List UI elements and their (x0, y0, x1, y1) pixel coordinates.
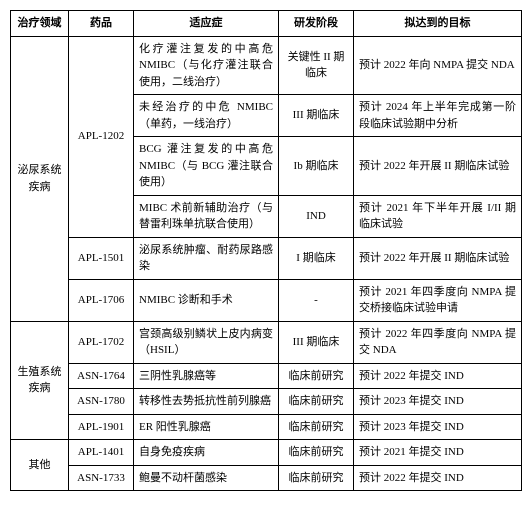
table-row: ASN-1780转移性去势抵抗性前列腺癌临床前研究预计 2023 年提交 IND (11, 389, 522, 415)
table-body: 泌尿系统疾病APL-1202化疗灌注复发的中高危 NMIBC（与化疗灌注联合使用… (11, 36, 522, 491)
cell-stage: 临床前研究 (279, 440, 354, 466)
cell-target: 预计 2021 年四季度向 NMPA 提交桥接临床试验申请 (354, 279, 522, 321)
header-target: 拟达到的目标 (354, 11, 522, 37)
cell-indication: 未经治疗的中危 NMIBC（单药，一线治疗） (134, 95, 279, 137)
cell-target: 预计 2024 年上半年完成第一阶段临床试验期中分析 (354, 95, 522, 137)
cell-stage: III 期临床 (279, 95, 354, 137)
table-row: ASN-1764三阴性乳腺癌等临床前研究预计 2022 年提交 IND (11, 363, 522, 389)
header-drug: 药品 (69, 11, 134, 37)
table-row: APL-1501泌尿系统肿瘤、耐药尿路感染I 期临床预计 2022 年开展 II… (11, 237, 522, 279)
table-row: 其他APL-1401自身免疫疾病临床前研究预计 2021 年提交 IND (11, 440, 522, 466)
cell-stage: Ib 期临床 (279, 137, 354, 196)
table-row: APL-1901ER 阳性乳腺癌临床前研究预计 2023 年提交 IND (11, 414, 522, 440)
cell-drug: APL-1901 (69, 414, 134, 440)
cell-drug: APL-1202 (69, 36, 134, 237)
cell-domain: 生殖系统疾病 (11, 321, 69, 440)
header-indication: 适应症 (134, 11, 279, 37)
cell-drug: APL-1702 (69, 321, 134, 363)
cell-target: 预计 2023 年提交 IND (354, 414, 522, 440)
cell-stage: - (279, 279, 354, 321)
cell-stage: 临床前研究 (279, 389, 354, 415)
cell-indication: 转移性去势抵抗性前列腺癌 (134, 389, 279, 415)
cell-domain: 泌尿系统疾病 (11, 36, 69, 321)
table-row: 生殖系统疾病APL-1702宫颈高级别鳞状上皮内病变（HSIL）III 期临床预… (11, 321, 522, 363)
cell-stage: 临床前研究 (279, 363, 354, 389)
cell-indication: ER 阳性乳腺癌 (134, 414, 279, 440)
cell-drug: APL-1401 (69, 440, 134, 466)
cell-indication: 泌尿系统肿瘤、耐药尿路感染 (134, 237, 279, 279)
header-stage: 研发阶段 (279, 11, 354, 37)
cell-stage: I 期临床 (279, 237, 354, 279)
cell-indication: 三阴性乳腺癌等 (134, 363, 279, 389)
cell-drug: ASN-1764 (69, 363, 134, 389)
cell-indication: 自身免疫疾病 (134, 440, 279, 466)
cell-target: 预计 2021 年下半年开展 I/II 期临床试验 (354, 195, 522, 237)
cell-drug: APL-1501 (69, 237, 134, 279)
header-domain: 治疗领域 (11, 11, 69, 37)
cell-target: 预计 2022 年提交 IND (354, 363, 522, 389)
cell-indication: 宫颈高级别鳞状上皮内病变（HSIL） (134, 321, 279, 363)
table-row: 泌尿系统疾病APL-1202化疗灌注复发的中高危 NMIBC（与化疗灌注联合使用… (11, 36, 522, 95)
table-row: ASN-1733鲍曼不动杆菌感染临床前研究预计 2022 年提交 IND (11, 465, 522, 491)
cell-target: 预计 2022 年向 NMPA 提交 NDA (354, 36, 522, 95)
cell-target: 预计 2023 年提交 IND (354, 389, 522, 415)
cell-stage: III 期临床 (279, 321, 354, 363)
cell-stage: 临床前研究 (279, 465, 354, 491)
cell-domain: 其他 (11, 440, 69, 491)
cell-drug: ASN-1780 (69, 389, 134, 415)
table-row: APL-1706NMIBC 诊断和手术-预计 2021 年四季度向 NMPA 提… (11, 279, 522, 321)
cell-target: 预计 2022 年提交 IND (354, 465, 522, 491)
table-header-row: 治疗领域 药品 适应症 研发阶段 拟达到的目标 (11, 11, 522, 37)
cell-indication: BCG 灌注复发的中高危 NMIBC（与 BCG 灌注联合使用） (134, 137, 279, 196)
cell-drug: ASN-1733 (69, 465, 134, 491)
cell-indication: 化疗灌注复发的中高危 NMIBC（与化疗灌注联合使用，二线治疗） (134, 36, 279, 95)
cell-indication: MIBC 术前新辅助治疗（与替雷利珠单抗联合使用） (134, 195, 279, 237)
cell-target: 预计 2022 年开展 II 期临床试验 (354, 237, 522, 279)
cell-target: 预计 2022 年四季度向 NMPA 提 交 NDA (354, 321, 522, 363)
cell-indication: 鲍曼不动杆菌感染 (134, 465, 279, 491)
cell-indication: NMIBC 诊断和手术 (134, 279, 279, 321)
cell-drug: APL-1706 (69, 279, 134, 321)
drug-pipeline-table: 治疗领域 药品 适应症 研发阶段 拟达到的目标 泌尿系统疾病APL-1202化疗… (10, 10, 522, 491)
cell-stage: 临床前研究 (279, 414, 354, 440)
cell-stage: IND (279, 195, 354, 237)
cell-target: 预计 2021 年提交 IND (354, 440, 522, 466)
cell-target: 预计 2022 年开展 II 期临床试验 (354, 137, 522, 196)
cell-stage: 关键性 II 期临床 (279, 36, 354, 95)
